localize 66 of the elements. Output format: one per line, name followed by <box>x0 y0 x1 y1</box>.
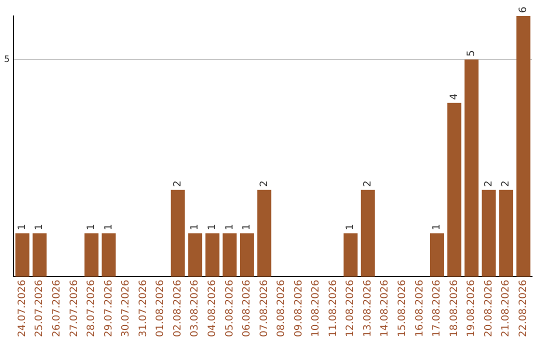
x-tick-label: 24.07.2026 <box>16 280 28 338</box>
x-tick-label: 22.08.2026 <box>518 280 529 338</box>
data-label: 2 <box>172 180 184 187</box>
x-tick-label: 12.08.2026 <box>345 280 356 338</box>
bar <box>360 190 375 277</box>
data-label: 1 <box>242 224 253 230</box>
data-label: 4 <box>448 94 460 100</box>
x-tick-label: 16.08.2026 <box>414 280 426 338</box>
bar <box>15 233 30 277</box>
bar <box>464 59 479 277</box>
x-tick-label: 08.08.2026 <box>276 280 288 338</box>
data-label: 2 <box>258 180 270 187</box>
bar <box>344 233 358 277</box>
bar <box>222 233 237 277</box>
data-label: 2 <box>483 180 494 187</box>
x-tick-label: 29.07.2026 <box>103 280 114 338</box>
x-tick-label: 05.08.2026 <box>224 280 236 338</box>
x-tick-label: 20.08.2026 <box>483 280 494 338</box>
data-label: 5 <box>466 50 478 56</box>
x-tick-label: 21.08.2026 <box>500 280 512 338</box>
x-tick-label: 17.08.2026 <box>432 280 443 338</box>
bar <box>205 233 220 277</box>
x-tick-label: 07.08.2026 <box>258 280 270 338</box>
x-tick-label: 09.08.2026 <box>293 280 304 338</box>
data-label: 1 <box>190 224 201 230</box>
x-tick-label: 14.08.2026 <box>380 280 391 338</box>
x-tick-label: 06.08.2026 <box>242 280 253 338</box>
x-tick-label: 01.08.2026 <box>155 280 166 338</box>
x-tick-label: 25.07.2026 <box>34 280 46 338</box>
bar <box>499 190 514 277</box>
x-tick-label: 10.08.2026 <box>310 280 322 338</box>
x-tick-label: 19.08.2026 <box>466 280 478 338</box>
data-label: 2 <box>500 180 512 187</box>
data-label: 1 <box>206 224 218 230</box>
x-tick-label: 27.07.2026 <box>68 280 80 338</box>
data-label: 1 <box>16 224 28 230</box>
data-label: 1 <box>432 224 443 230</box>
bar <box>516 16 530 277</box>
data-label: 2 <box>362 180 374 187</box>
bar <box>240 233 254 277</box>
x-tick-label: 28.07.2026 <box>86 280 98 338</box>
data-label: 1 <box>103 224 114 230</box>
bar <box>170 190 185 277</box>
x-tick-label: 04.08.2026 <box>206 280 218 338</box>
bar <box>102 233 116 277</box>
data-label: 1 <box>345 224 356 230</box>
x-tick-label: 11.08.2026 <box>328 280 339 338</box>
bar <box>430 233 444 277</box>
data-label: 6 <box>518 6 529 13</box>
bar <box>447 102 462 277</box>
bar <box>482 190 496 277</box>
x-tick-label: 13.08.2026 <box>362 280 374 338</box>
data-label: 1 <box>224 224 236 230</box>
x-tick-label: 30.07.2026 <box>120 280 132 338</box>
x-tick-label: 26.07.2026 <box>52 280 63 338</box>
bar <box>188 233 202 277</box>
bar <box>257 190 272 277</box>
data-label: 1 <box>34 224 46 230</box>
bar <box>32 233 47 277</box>
bar <box>84 233 98 277</box>
x-tick-label: 18.08.2026 <box>448 280 460 338</box>
x-tick-label: 15.08.2026 <box>397 280 408 338</box>
data-label: 1 <box>86 224 98 230</box>
x-tick-label: 03.08.2026 <box>190 280 201 338</box>
x-tick-label: 31.07.2026 <box>138 280 149 338</box>
x-tick-label: 02.08.2026 <box>172 280 184 338</box>
